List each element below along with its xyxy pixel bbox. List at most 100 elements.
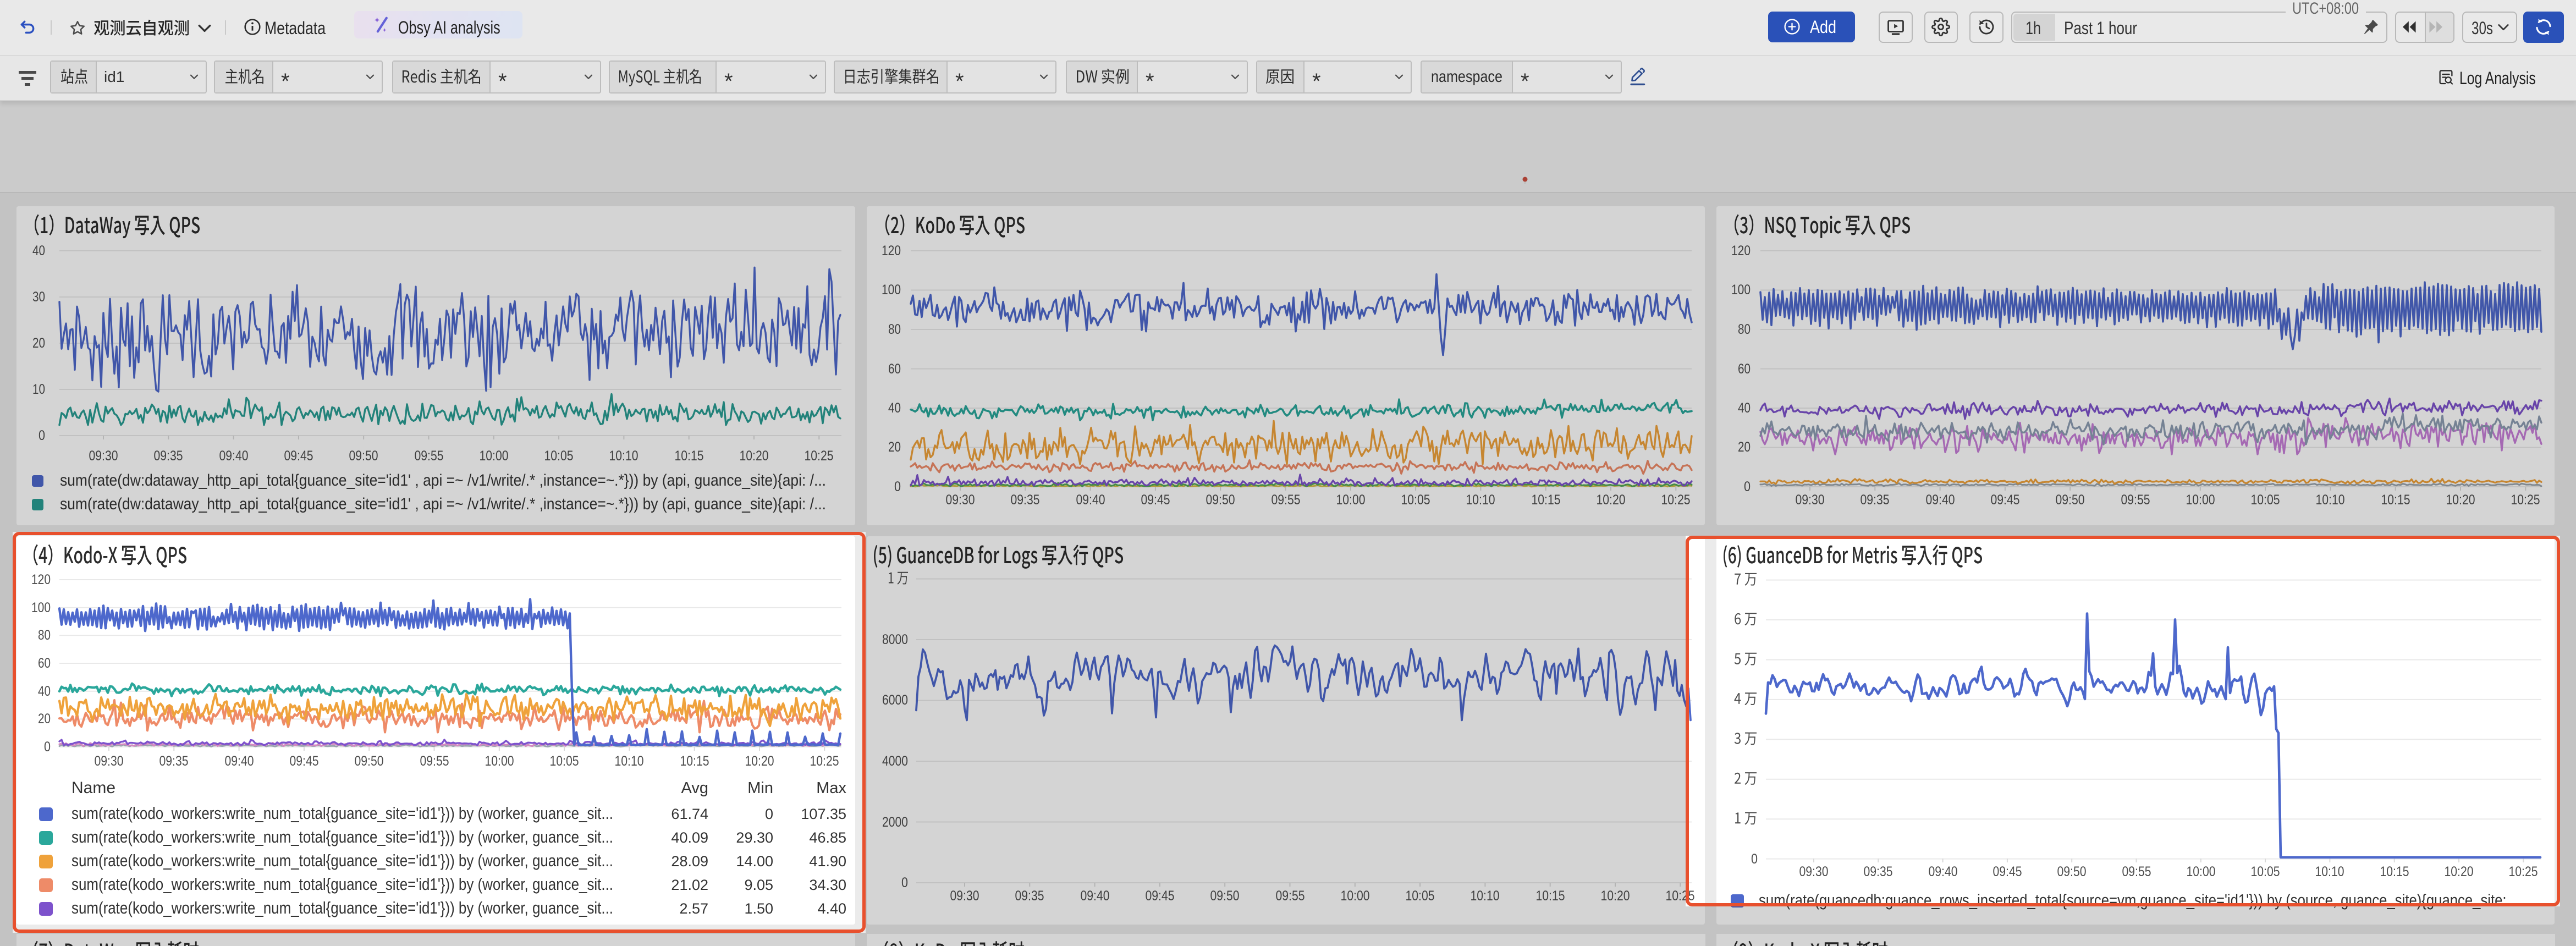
svg-text:100: 100	[882, 282, 901, 298]
svg-text:09:55: 09:55	[2121, 492, 2150, 508]
svg-text:20: 20	[38, 711, 51, 727]
svg-text:10:25: 10:25	[805, 448, 834, 464]
svg-text:120: 120	[31, 572, 51, 587]
svg-text:100: 100	[1731, 282, 1751, 298]
svg-text:61.74: 61.74	[671, 806, 708, 822]
svg-text:09:50: 09:50	[355, 754, 384, 769]
svg-text:10:15: 10:15	[2381, 492, 2410, 508]
svg-text:10:00: 10:00	[1336, 492, 1366, 508]
svg-text:60: 60	[38, 656, 51, 671]
svg-text:10: 10	[32, 382, 45, 397]
svg-text:09:50: 09:50	[2057, 864, 2087, 879]
svg-text:10:10: 10:10	[1466, 492, 1495, 508]
svg-text:09:50: 09:50	[1210, 888, 1240, 904]
svg-text:46.85: 46.85	[809, 829, 846, 846]
svg-text:09:45: 09:45	[1991, 492, 2020, 508]
svg-text:09:35: 09:35	[1011, 492, 1040, 508]
svg-text:sum(rate(kodo_workers:write_nu: sum(rate(kodo_workers:write_num_total{gu…	[71, 804, 613, 823]
svg-text:10:00: 10:00	[1341, 888, 1370, 904]
svg-text:10:20: 10:20	[740, 448, 769, 464]
svg-text:40.09: 40.09	[671, 829, 708, 846]
svg-text:10:20: 10:20	[2445, 864, 2474, 879]
svg-text:0: 0	[894, 479, 901, 494]
svg-text:09:45: 09:45	[1141, 492, 1170, 508]
svg-text:2.57: 2.57	[679, 900, 708, 917]
svg-text:28.09: 28.09	[671, 853, 708, 870]
svg-text:1.50: 1.50	[744, 900, 773, 917]
svg-text:09:55: 09:55	[1272, 492, 1301, 508]
svg-text:60: 60	[1738, 361, 1751, 377]
svg-text:10:20: 10:20	[2446, 492, 2475, 508]
svg-text:40: 40	[32, 243, 45, 258]
svg-text:sum(rate(kodo_workers:write_nu: sum(rate(kodo_workers:write_num_total{gu…	[71, 898, 613, 917]
svg-text:09:55: 09:55	[1276, 888, 1305, 904]
svg-text:10:25: 10:25	[810, 754, 839, 769]
svg-text:40: 40	[38, 684, 51, 699]
svg-text:09:45: 09:45	[284, 448, 313, 464]
svg-text:0: 0	[765, 806, 773, 822]
svg-text:10:10: 10:10	[609, 448, 639, 464]
svg-text:10:10: 10:10	[2315, 864, 2344, 879]
svg-text:10:10: 10:10	[615, 754, 644, 769]
svg-text:60: 60	[888, 361, 901, 377]
svg-text:sum(rate(dw:dataway_http_api_t: sum(rate(dw:dataway_http_api_total{guanc…	[60, 495, 826, 513]
svg-text:09:35: 09:35	[159, 754, 189, 769]
svg-text:80: 80	[888, 322, 901, 337]
svg-text:09:35: 09:35	[1015, 888, 1044, 904]
svg-text:09:45: 09:45	[1146, 888, 1175, 904]
svg-text:09:30: 09:30	[95, 754, 124, 769]
svg-text:10:10: 10:10	[2316, 492, 2345, 508]
svg-text:0: 0	[1744, 479, 1751, 494]
svg-text:10:05: 10:05	[2251, 864, 2280, 879]
svg-text:09:50: 09:50	[2056, 492, 2085, 508]
svg-text:09:35: 09:35	[1864, 864, 1893, 879]
svg-text:21.02: 21.02	[671, 877, 708, 893]
svg-text:09:45: 09:45	[1993, 864, 2022, 879]
svg-text:10:05: 10:05	[1401, 492, 1430, 508]
svg-text:09:30: 09:30	[950, 888, 979, 904]
svg-text:10:00: 10:00	[2187, 864, 2216, 879]
svg-text:09:40: 09:40	[1926, 492, 1955, 508]
svg-text:0: 0	[38, 428, 45, 443]
svg-text:10:25: 10:25	[1661, 492, 1691, 508]
svg-text:0: 0	[901, 875, 908, 890]
svg-text:10:00: 10:00	[485, 754, 514, 769]
svg-text:8000: 8000	[882, 632, 908, 647]
svg-text:09:50: 09:50	[1206, 492, 1235, 508]
svg-text:10:15: 10:15	[2380, 864, 2409, 879]
svg-text:09:30: 09:30	[946, 492, 975, 508]
svg-text:9.05: 9.05	[744, 877, 773, 893]
svg-text:10:25: 10:25	[2509, 864, 2538, 879]
svg-text:10:05: 10:05	[550, 754, 579, 769]
svg-text:29.30: 29.30	[736, 829, 773, 846]
svg-text:100: 100	[31, 600, 51, 615]
svg-text:10:05: 10:05	[1406, 888, 1435, 904]
svg-text:09:55: 09:55	[415, 448, 444, 464]
svg-text:10:10: 10:10	[1471, 888, 1500, 904]
svg-text:Min: Min	[747, 779, 773, 797]
svg-text:10:20: 10:20	[1597, 492, 1626, 508]
svg-text:10:05: 10:05	[2251, 492, 2280, 508]
svg-text:40: 40	[1738, 400, 1751, 416]
svg-text:10:00: 10:00	[2186, 492, 2215, 508]
svg-text:Avg: Avg	[681, 779, 708, 797]
svg-text:09:30: 09:30	[1796, 492, 1825, 508]
svg-text:sum(rate(kodo_workers:write_nu: sum(rate(kodo_workers:write_num_total{gu…	[71, 875, 613, 894]
svg-text:09:45: 09:45	[290, 754, 319, 769]
svg-text:20: 20	[32, 336, 45, 351]
svg-text:107.35: 107.35	[801, 806, 846, 822]
svg-text:80: 80	[1738, 322, 1751, 337]
svg-text:40: 40	[888, 400, 901, 416]
svg-text:10:20: 10:20	[1601, 888, 1630, 904]
svg-text:09:40: 09:40	[1076, 492, 1105, 508]
svg-text:10:15: 10:15	[1532, 492, 1561, 508]
svg-text:14.00: 14.00	[736, 853, 773, 870]
svg-text:09:30: 09:30	[1799, 864, 1829, 879]
svg-text:10:25: 10:25	[2511, 492, 2540, 508]
svg-text:09:40: 09:40	[219, 448, 249, 464]
svg-text:09:30: 09:30	[89, 448, 118, 464]
svg-text:20: 20	[1738, 439, 1751, 455]
svg-text:10:15: 10:15	[1536, 888, 1565, 904]
svg-text:4.40: 4.40	[817, 900, 846, 917]
svg-text:4000: 4000	[882, 754, 908, 769]
